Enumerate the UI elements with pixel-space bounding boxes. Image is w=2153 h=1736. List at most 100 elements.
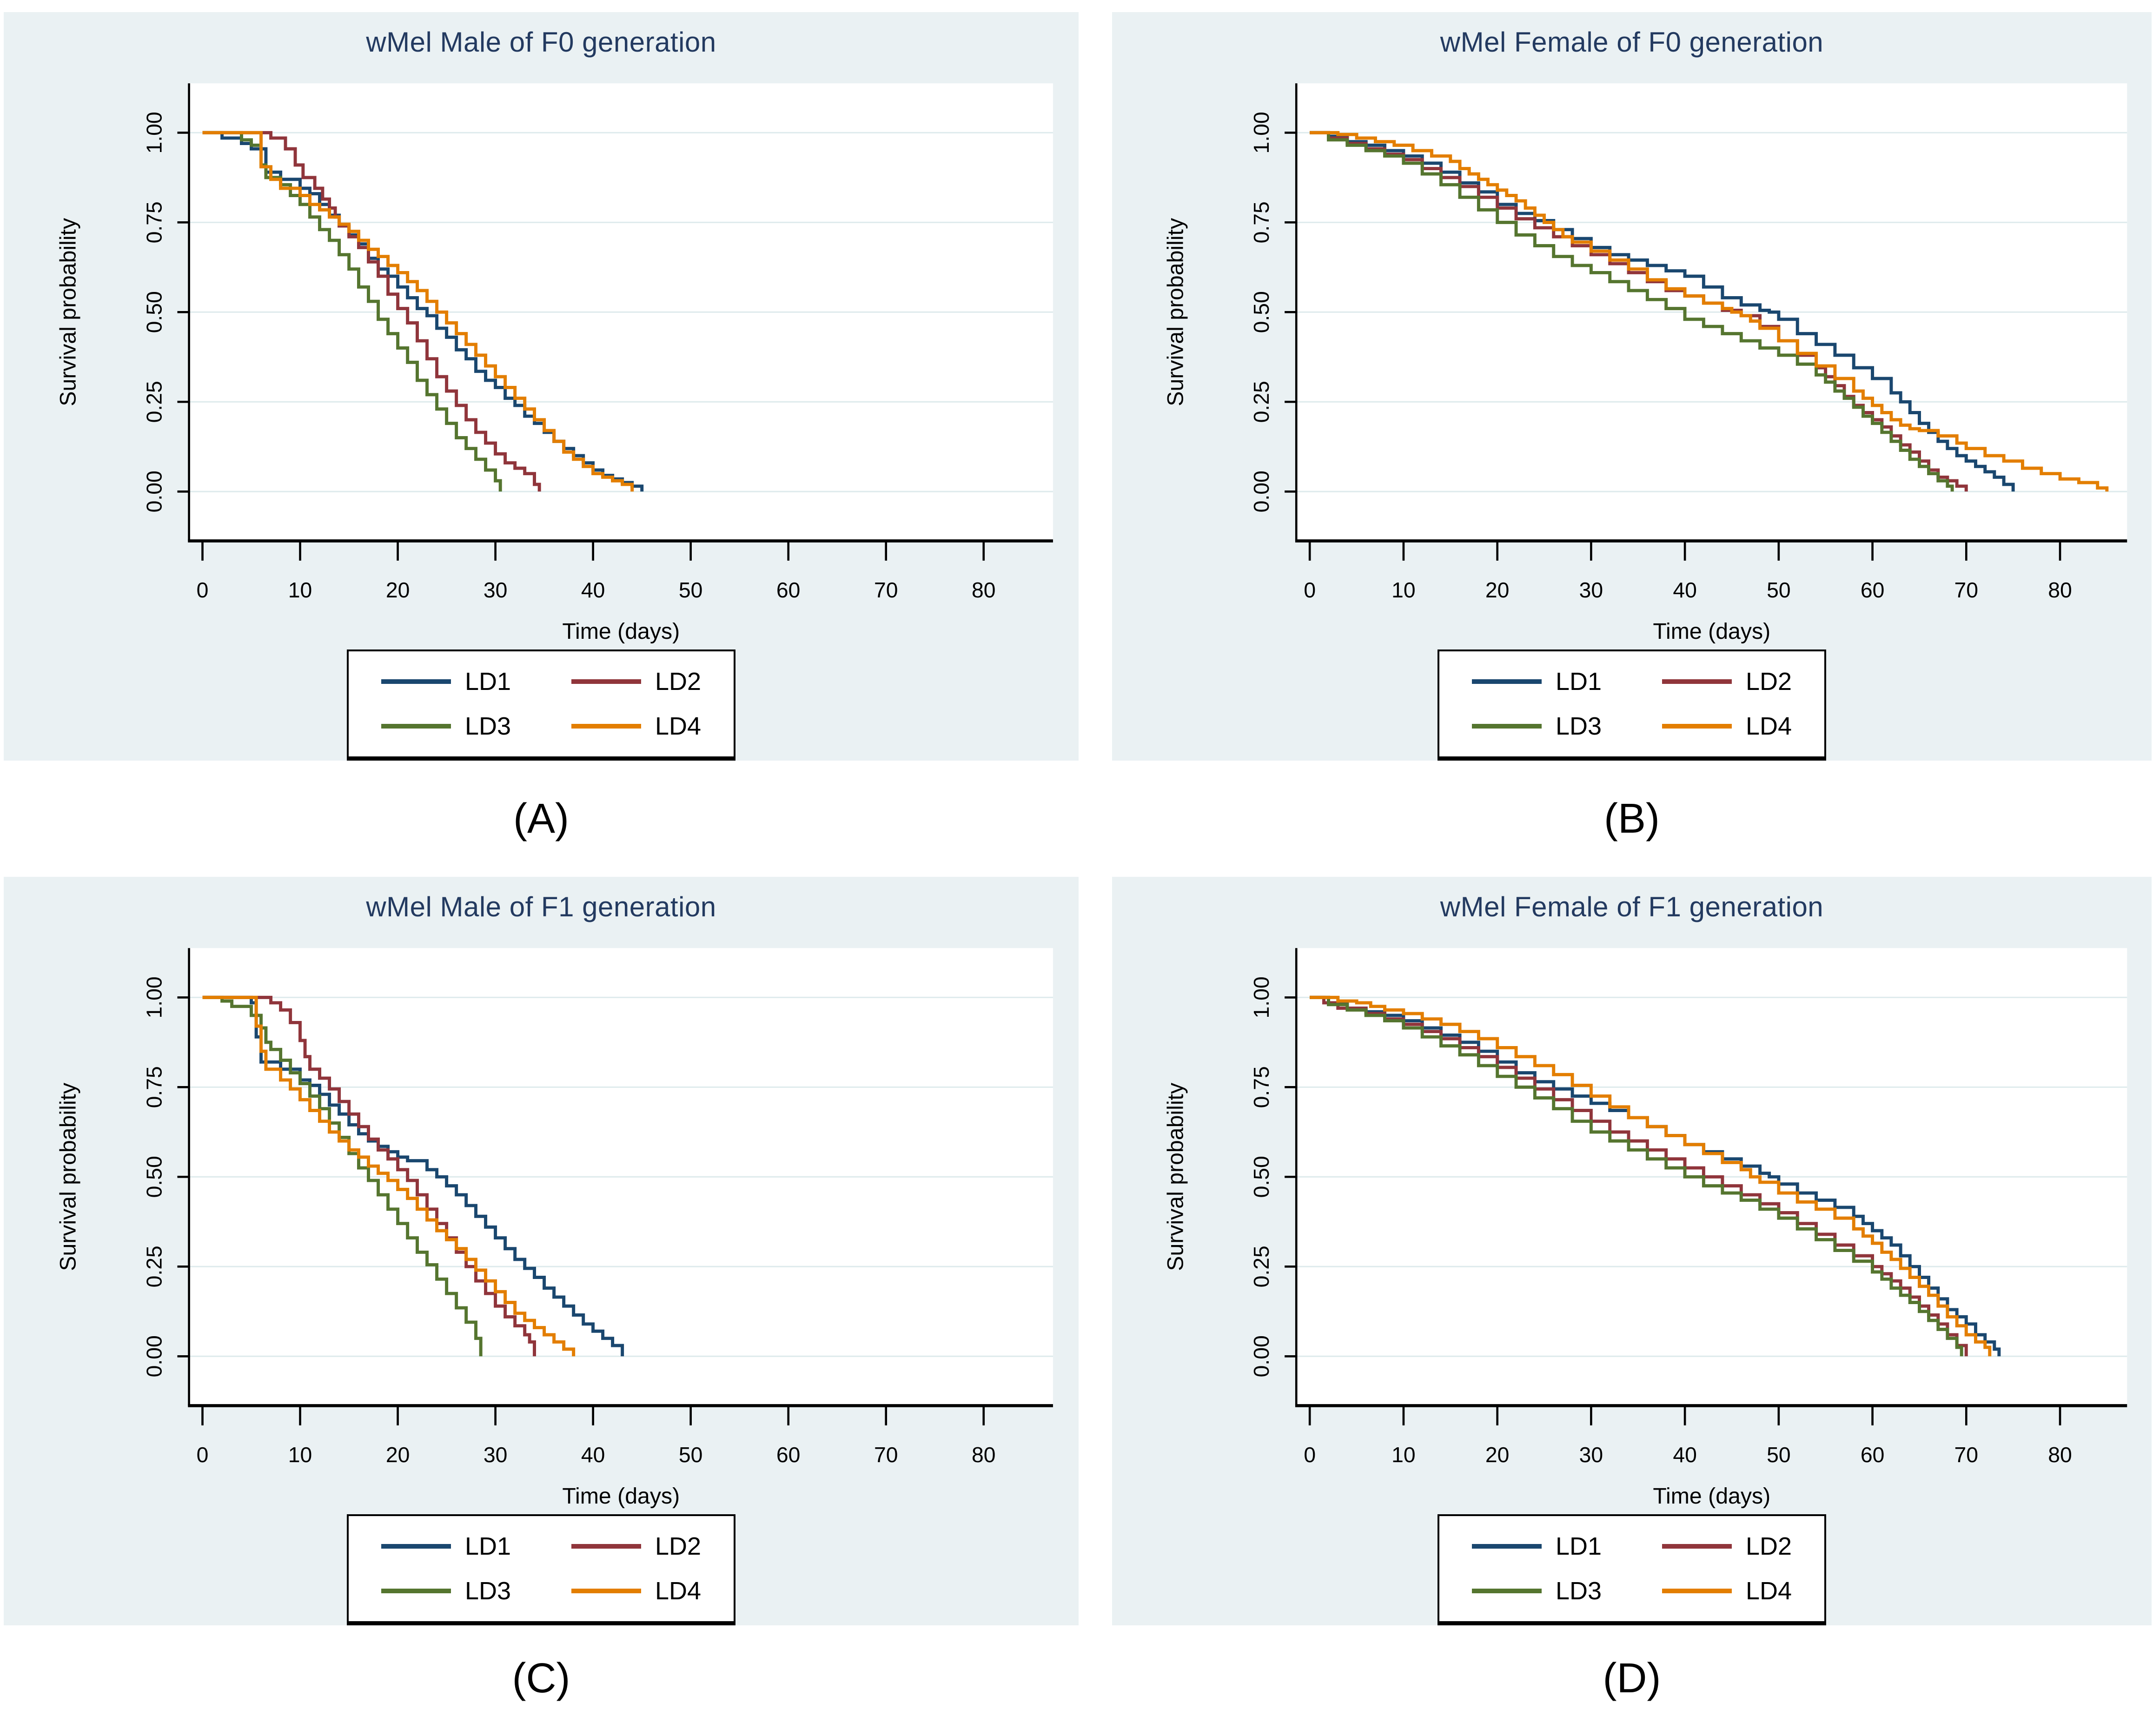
survival-plot-b: 0.00 0.25 0.50 0.75 1.00 0 10 20 30 40 50 60 70 80 Tim… xyxy=(1163,83,2127,644)
legend-label: LD1 xyxy=(464,668,511,696)
svg-text:0.25: 0.25 xyxy=(1249,1246,1273,1287)
svg-text:Time (days): Time (days) xyxy=(1653,619,1770,644)
ld3-line-swatch xyxy=(1471,1589,1542,1593)
legend-item-ld4: LD4 xyxy=(571,1577,701,1605)
svg-text:20: 20 xyxy=(386,578,410,602)
legend-label: LD4 xyxy=(655,1577,702,1605)
svg-text:10: 10 xyxy=(288,1443,312,1467)
svg-text:0: 0 xyxy=(1304,578,1316,602)
svg-text:Survival probability: Survival probability xyxy=(1163,1082,1188,1271)
legend-item-ld2: LD2 xyxy=(571,667,701,696)
svg-text:0.25: 0.25 xyxy=(142,381,166,423)
legend-label: LD4 xyxy=(655,712,702,740)
svg-text:0: 0 xyxy=(197,578,209,602)
legend-label: LD2 xyxy=(1746,668,1792,696)
chart-title-c: wMel Male of F1 generation xyxy=(366,891,716,922)
svg-text:30: 30 xyxy=(484,1443,508,1467)
panel-c: wMel Male of F1 generation 0.00 0.25 0.50 0… xyxy=(4,877,1079,1625)
ld1-line-swatch xyxy=(1471,1544,1542,1549)
svg-text:30: 30 xyxy=(1579,578,1603,602)
svg-text:0.75: 0.75 xyxy=(142,201,166,243)
legend-item-ld3: LD3 xyxy=(381,1577,511,1605)
legend-item-ld3: LD3 xyxy=(381,712,511,741)
legend-item-ld1: LD1 xyxy=(1471,1532,1602,1561)
svg-text:Survival probability: Survival probability xyxy=(1163,218,1188,406)
svg-text:1.00: 1.00 xyxy=(1249,112,1273,153)
chart-title-b: wMel Female of F0 generation xyxy=(1440,27,1824,58)
svg-text:30: 30 xyxy=(484,578,508,602)
ld3-line-swatch xyxy=(381,724,451,729)
legend-c: LD1 LD2 LD3 LD4 xyxy=(346,1514,736,1625)
svg-text:50: 50 xyxy=(679,578,703,602)
ld3-line-swatch xyxy=(1471,724,1542,729)
svg-text:10: 10 xyxy=(1391,578,1416,602)
svg-text:60: 60 xyxy=(776,1443,801,1467)
panel-b: wMel Female of F0 generation 0.00 0.25 0.5… xyxy=(1112,12,2152,761)
legend-item-ld3: LD3 xyxy=(1471,712,1602,741)
svg-text:Time (days): Time (days) xyxy=(562,1484,680,1509)
svg-text:10: 10 xyxy=(1391,1443,1416,1467)
legend-label: LD3 xyxy=(464,712,511,740)
svg-text:40: 40 xyxy=(581,1443,605,1467)
legend-item-ld1: LD1 xyxy=(381,1532,511,1561)
legend-a: LD1 LD2 LD3 LD4 xyxy=(346,649,736,761)
svg-text:0: 0 xyxy=(1304,1443,1316,1467)
legend-label: LD2 xyxy=(655,1532,702,1560)
legend-label: LD1 xyxy=(464,1532,511,1560)
legend-item-ld4: LD4 xyxy=(1662,1577,1792,1605)
svg-text:0: 0 xyxy=(197,1443,209,1467)
svg-text:40: 40 xyxy=(1673,578,1697,602)
svg-text:70: 70 xyxy=(874,1443,898,1467)
svg-text:40: 40 xyxy=(1673,1443,1697,1467)
svg-text:40: 40 xyxy=(581,578,605,602)
ld4-line-swatch xyxy=(1662,1589,1732,1593)
chart-title-d: wMel Female of F1 generation xyxy=(1440,891,1824,922)
legend-label: LD2 xyxy=(655,668,702,696)
legend-label: LD2 xyxy=(1746,1532,1792,1560)
svg-text:0.50: 0.50 xyxy=(142,291,166,333)
cell-b: wMel Female of F0 generation 0.00 0.25 0.5… xyxy=(1112,12,2152,877)
svg-text:0.50: 0.50 xyxy=(142,1156,166,1198)
svg-text:10: 10 xyxy=(288,578,312,602)
ld3-line-swatch xyxy=(381,1589,451,1593)
caption-a: (A) xyxy=(513,795,569,842)
svg-text:0.00: 0.00 xyxy=(1249,1335,1273,1377)
legend-d: LD1 LD2 LD3 LD4 xyxy=(1437,1514,1827,1625)
svg-text:80: 80 xyxy=(2048,1443,2072,1467)
svg-text:0.50: 0.50 xyxy=(1249,1156,1273,1198)
svg-text:50: 50 xyxy=(679,1443,703,1467)
svg-text:70: 70 xyxy=(1954,1443,1979,1467)
panel-a: wMel Male of F0 generation 0.00 0.25 0.50 0… xyxy=(4,12,1079,761)
svg-text:30: 30 xyxy=(1579,1443,1603,1467)
legend-item-ld4: LD4 xyxy=(1662,712,1792,741)
legend-label: LD3 xyxy=(1555,1577,1602,1605)
svg-text:Survival probability: Survival probability xyxy=(56,218,81,406)
caption-d: (D) xyxy=(1603,1655,1661,1702)
legend-label: LD3 xyxy=(464,1577,511,1605)
svg-text:50: 50 xyxy=(1767,1443,1791,1467)
svg-text:1.00: 1.00 xyxy=(142,976,166,1018)
svg-text:80: 80 xyxy=(2048,578,2072,602)
caption-b: (B) xyxy=(1604,795,1660,842)
ld1-line-swatch xyxy=(381,1544,451,1549)
legend-label: LD3 xyxy=(1555,712,1602,740)
survival-plot-c: 0.00 0.25 0.50 0.75 1.00 0 10 20 30 40 50 60 70 80 Tim… xyxy=(56,948,1053,1509)
ld2-line-swatch xyxy=(1662,679,1732,684)
legend-b: LD1 LD2 LD3 LD4 xyxy=(1437,649,1827,761)
svg-text:80: 80 xyxy=(972,1443,996,1467)
svg-text:Survival probability: Survival probability xyxy=(56,1082,81,1271)
legend-label: LD4 xyxy=(1746,1577,1792,1605)
ld4-line-swatch xyxy=(571,1589,641,1593)
svg-text:1.00: 1.00 xyxy=(142,112,166,153)
legend-item-ld2: LD2 xyxy=(571,1532,701,1561)
legend-item-ld1: LD1 xyxy=(381,667,511,696)
legend-label: LD1 xyxy=(1555,1532,1602,1560)
legend-item-ld2: LD2 xyxy=(1662,1532,1792,1561)
ld1-line-swatch xyxy=(1471,679,1542,684)
svg-text:1.00: 1.00 xyxy=(1249,976,1273,1018)
ld2-line-swatch xyxy=(571,1544,641,1549)
legend-item-ld3: LD3 xyxy=(1471,1577,1602,1605)
legend-item-ld4: LD4 xyxy=(571,712,701,741)
legend-label: LD1 xyxy=(1555,668,1602,696)
